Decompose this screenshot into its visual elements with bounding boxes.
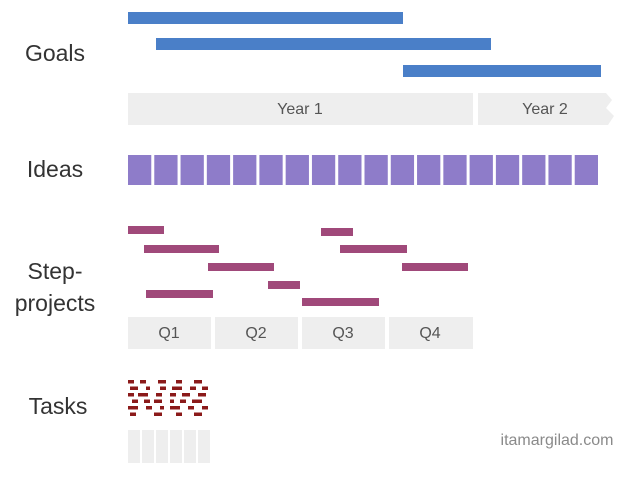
idea-block — [338, 155, 362, 185]
task-dash — [170, 393, 176, 397]
idea-block — [469, 155, 493, 185]
step-bar — [144, 245, 219, 253]
task-dash — [132, 399, 138, 403]
task-dash — [176, 380, 182, 384]
task-dash — [188, 406, 194, 410]
task-dash — [192, 399, 202, 403]
step-bar — [402, 263, 468, 271]
step-bar — [128, 226, 164, 234]
quarter-label: Q3 — [332, 325, 353, 342]
quarter-label: Q2 — [245, 325, 266, 342]
task-dash — [198, 393, 206, 397]
task-dash — [140, 380, 146, 384]
task-dash — [128, 380, 134, 384]
idea-blocks — [128, 155, 598, 185]
idea-block — [574, 155, 598, 185]
task-column — [128, 430, 140, 463]
quarter-band — [302, 317, 385, 349]
idea-block — [443, 155, 467, 185]
task-dash — [144, 399, 150, 403]
task-dash — [146, 386, 150, 390]
idea-block — [495, 155, 520, 185]
task-dash — [202, 406, 208, 410]
task-dash — [154, 399, 162, 403]
task-dash — [170, 399, 174, 403]
idea-block — [548, 155, 572, 185]
step-project-bars — [128, 226, 468, 306]
task-column — [156, 430, 168, 463]
task-dash — [194, 412, 202, 416]
task-dash — [154, 412, 162, 416]
step-bar — [146, 290, 213, 298]
task-dash — [156, 393, 162, 397]
task-dash — [194, 380, 202, 384]
task-dash — [160, 406, 164, 410]
idea-block — [180, 155, 204, 185]
task-dash — [128, 406, 138, 410]
task-dash — [130, 412, 136, 416]
idea-block — [522, 155, 546, 185]
level-label: projects — [15, 290, 96, 316]
task-dash — [190, 386, 196, 390]
task-dash — [130, 386, 138, 390]
step-bar — [302, 298, 379, 306]
year-label: Year 1 — [277, 101, 323, 118]
task-column — [170, 430, 182, 463]
task-dash — [146, 406, 152, 410]
idea-block — [128, 155, 152, 185]
year-band — [478, 93, 614, 125]
idea-block — [154, 155, 178, 185]
task-dash — [176, 412, 182, 416]
idea-block — [206, 155, 231, 185]
quarter-band — [389, 317, 473, 349]
task-dash — [160, 386, 166, 390]
goal-bar — [128, 12, 403, 24]
task-column — [184, 430, 196, 463]
quarter-band — [215, 317, 298, 349]
step-bar — [321, 228, 353, 236]
quarter-label: Q4 — [419, 325, 440, 342]
task-dash — [128, 393, 134, 397]
idea-block — [233, 155, 257, 185]
task-dash — [202, 386, 208, 390]
level-label: Tasks — [29, 393, 88, 419]
level-label: Ideas — [27, 156, 83, 182]
task-dash — [180, 399, 186, 403]
idea-block — [311, 155, 336, 185]
step-bar — [208, 263, 274, 271]
level-label: Step- — [28, 258, 83, 284]
idea-block — [364, 155, 388, 185]
quarter-band — [128, 317, 211, 349]
goal-bar — [403, 65, 601, 77]
idea-block — [417, 155, 441, 185]
year-band — [128, 93, 473, 125]
task-dash — [182, 393, 190, 397]
task-dash — [172, 386, 182, 390]
task-dash — [158, 380, 166, 384]
task-column — [198, 430, 210, 463]
task-dash — [138, 393, 148, 397]
task-dash — [170, 406, 180, 410]
goal-bar — [156, 38, 491, 50]
quarter-label: Q1 — [158, 325, 179, 342]
year-label: Year 2 — [522, 101, 568, 118]
task-dashes — [128, 380, 208, 416]
level-label: Goals — [25, 40, 85, 66]
step-bar — [268, 281, 300, 289]
credit: itamargilad.com — [501, 432, 614, 449]
idea-block — [285, 155, 309, 185]
task-columns — [128, 430, 210, 463]
step-bar — [340, 245, 407, 253]
idea-block — [390, 155, 415, 185]
task-column — [142, 430, 154, 463]
idea-block — [259, 155, 283, 185]
